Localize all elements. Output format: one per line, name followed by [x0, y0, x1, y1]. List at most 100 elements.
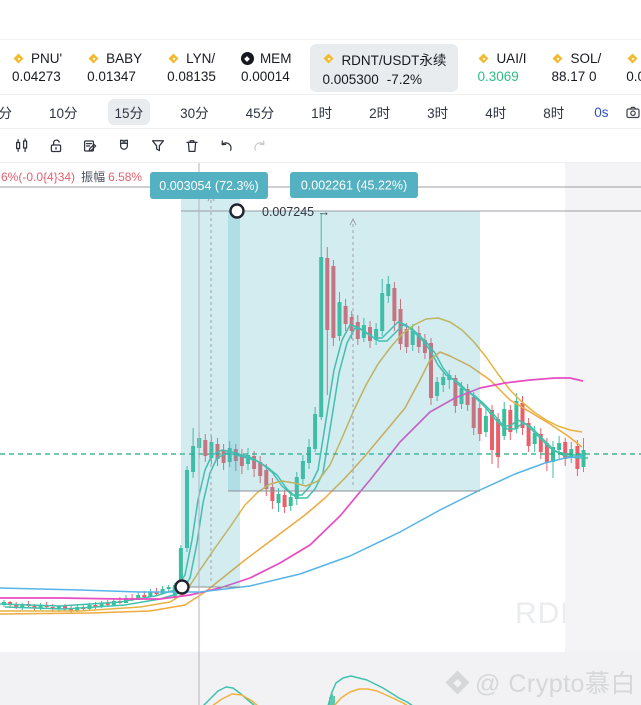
candlestick-chart[interactable]: RDNT/USD 0.003054 (72.3%)0.002261 (45.22… — [0, 163, 641, 652]
candle-body — [136, 595, 141, 600]
candle-body — [69, 609, 74, 611]
symbol-price: 0.08135 — [167, 69, 216, 84]
timeframe-8时[interactable]: 8时 — [543, 106, 565, 121]
candle-body — [325, 258, 330, 330]
right-margin-band — [565, 163, 641, 652]
timeframe-30分[interactable]: 30分 — [180, 106, 209, 121]
symbol-price: 0.005300 — [322, 71, 379, 87]
symbol-tab-SOL/[interactable]: SOL/88.17 0 — [545, 46, 607, 89]
undo-icon[interactable] — [217, 138, 234, 155]
symbol-name: MEM — [259, 51, 292, 66]
ma-blue — [0, 455, 584, 593]
symbol-tab-title-row: LYN/ — [167, 51, 216, 66]
candle-body — [252, 456, 257, 469]
price-range-2-region[interactable] — [228, 211, 480, 491]
symbol-tab-MEM[interactable]: MEM 0.00014 — [235, 46, 298, 89]
symbol-name: LYN/ — [186, 51, 216, 66]
ma-yellow-slow — [0, 351, 583, 615]
candle-body — [404, 329, 409, 347]
candle-body — [264, 470, 269, 489]
candle-body — [496, 419, 501, 457]
candle-body — [203, 440, 208, 456]
symbol-name: PNU' — [31, 51, 63, 66]
symbol-tab-BABY[interactable]: BABY 0.01347 — [81, 46, 148, 89]
price-range-2-drag-handle[interactable] — [229, 203, 245, 219]
gold-coin-icon — [477, 52, 490, 65]
candle-body — [471, 397, 476, 428]
price-range-1-label-box[interactable] — [150, 172, 268, 199]
symbol-price-row: 88.17 0 — [551, 69, 601, 84]
symbol-price: 0.3069 — [477, 69, 519, 84]
candle-body — [307, 447, 311, 463]
candle-body — [355, 322, 360, 339]
symbol-price-row: 0.005300 -7.2% — [322, 72, 446, 87]
symbol-tab-UAI/I[interactable]: UAI/I 0.3069 — [471, 46, 532, 89]
candle-body — [483, 416, 488, 432]
redo-icon[interactable] — [251, 138, 268, 155]
candle-body — [538, 434, 543, 452]
candle-body — [14, 605, 19, 607]
unlock-icon[interactable] — [47, 138, 64, 155]
timeframe-5分[interactable]: 5分 — [0, 106, 13, 121]
filter-icon[interactable] — [149, 138, 166, 155]
symbol-tab-title-row: UAI/I — [477, 51, 526, 66]
candle-body — [380, 293, 385, 331]
magnet-icon[interactable] — [115, 138, 132, 155]
timeframe-45分[interactable]: 45分 — [245, 106, 275, 121]
candle-body — [343, 306, 348, 324]
trash-icon[interactable] — [183, 138, 200, 155]
price-range-2-label-box[interactable] — [290, 172, 418, 198]
symbol-tab-1000[interactable]: 1000 0.0{5}33 — [620, 46, 641, 89]
candle-body — [276, 494, 281, 503]
symbol-tab-title-row: 1000 — [626, 51, 641, 66]
indicator-subpanel[interactable]: @ Crypto慕白 — [0, 652, 641, 705]
candle-body — [99, 603, 104, 607]
candle-body — [441, 377, 446, 385]
symbol-price: 88.17 0 — [551, 69, 597, 84]
main-chart-canvas[interactable]: 0.003054 (72.3%) 0.002261 (45.22%) 0.00724… — [0, 163, 641, 652]
ema-fast-teal-lagged — [4, 324, 588, 610]
symbol-price: 0.01347 — [87, 69, 136, 84]
measure-candles-icon[interactable] — [13, 138, 30, 155]
candle-body — [227, 448, 232, 462]
timeframe-4时[interactable]: 4时 — [485, 106, 507, 121]
symbol-tab-RDNT/USDT永续[interactable]: RDNT/USDT永续 0.005300 -7.2% — [310, 43, 459, 92]
candle-body — [386, 284, 391, 296]
candle-body — [221, 450, 226, 463]
candle-body — [239, 455, 244, 466]
dark-coin-icon — [240, 52, 254, 65]
gold-coin-icon — [167, 52, 180, 65]
candle-body — [477, 408, 482, 434]
symbol-tab-title-row: BABY — [87, 51, 142, 66]
price-range-2-arrowhead — [349, 217, 357, 226]
candle-body — [178, 548, 183, 586]
candle-body — [331, 266, 336, 338]
timeframe-10分[interactable]: 10分 — [49, 106, 78, 121]
timeframe-1时[interactable]: 1时 — [311, 106, 333, 121]
camera-icon[interactable] — [624, 104, 641, 121]
candle-body — [148, 592, 153, 597]
symbol-tab-title-row: SOL/ — [551, 51, 601, 66]
price-range-2-label: 0.002261 (45.22%) — [301, 179, 407, 193]
ma-magenta — [0, 377, 584, 600]
subpanel-canvas[interactable] — [0, 652, 641, 705]
timeframe-3时[interactable]: 3时 — [427, 106, 449, 121]
symbol-tab-LYN/[interactable]: LYN/0.08135 — [161, 46, 222, 89]
symbol-tab-title-row: PNU' — [12, 51, 62, 66]
symbol-tab-PNU'[interactable]: PNU' 0.04273 — [6, 46, 68, 89]
ma-yellow-fast — [0, 317, 583, 612]
price-range-1-drag-handle[interactable] — [174, 579, 190, 595]
candle-body — [337, 302, 342, 336]
candle-countdown: 0s — [594, 104, 609, 120]
candle-body — [142, 595, 147, 597]
candle-body — [75, 607, 80, 611]
notes-edit-icon[interactable] — [81, 138, 98, 155]
candle-body — [532, 433, 537, 444]
gold-coin-icon — [551, 52, 564, 65]
symbol-name: SOL/ — [570, 51, 602, 66]
candle-body — [502, 409, 507, 436]
drawing-toolbar — [0, 130, 641, 163]
timeframe-15分[interactable]: 15分 — [107, 99, 151, 125]
timeframe-2时[interactable]: 2时 — [369, 106, 391, 121]
candle-body — [368, 327, 372, 341]
